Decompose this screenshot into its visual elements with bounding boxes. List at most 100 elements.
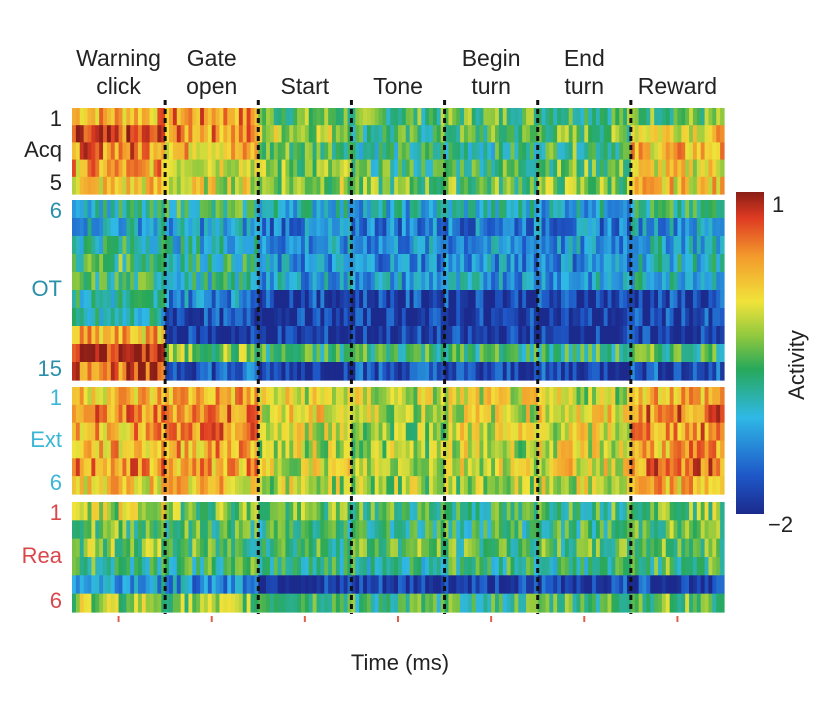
heatmap-cell: [432, 254, 438, 273]
heatmap-cell: [646, 125, 651, 143]
heatmap-cell: [425, 218, 430, 237]
heatmap-cell: [623, 254, 628, 273]
heatmap-cell: [479, 458, 484, 477]
heatmap-cell: [95, 538, 100, 558]
heatmap-cell: [134, 218, 139, 237]
heatmap-cell: [297, 387, 302, 406]
heatmap-cell: [623, 476, 628, 495]
heatmap-cell: [704, 387, 710, 406]
heatmap-cell: [95, 236, 100, 255]
heatmap-cell: [273, 176, 279, 195]
heatmap-cell: [273, 520, 279, 540]
heatmap-cell: [483, 387, 488, 406]
heatmap-cell: [332, 272, 337, 291]
heatmap-cell: [665, 344, 671, 363]
heatmap-cell: [638, 387, 644, 406]
heatmap-cell: [607, 326, 613, 345]
heatmap-cell: [258, 575, 263, 595]
heatmap-cell: [413, 422, 418, 442]
heatmap-cell: [487, 362, 492, 381]
heatmap-cell: [231, 502, 236, 521]
heatmap-cell: [417, 159, 422, 178]
heatmap-cell: [169, 200, 174, 219]
heatmap-cell: [619, 520, 624, 540]
heatmap-cell: [557, 422, 562, 442]
heatmap-cell: [576, 538, 581, 558]
heatmap-cell: [475, 142, 481, 161]
heatmap-cell: [654, 290, 659, 309]
heatmap-cell: [665, 142, 671, 161]
heatmap-cell: [696, 502, 702, 521]
heatmap-cell: [374, 290, 380, 309]
heatmap-cell: [114, 575, 120, 595]
heatmap-cell: [603, 502, 609, 521]
heatmap-cell: [75, 362, 81, 381]
heatmap-cell: [285, 387, 290, 406]
heatmap-cell: [378, 362, 384, 381]
heatmap-cell: [409, 422, 415, 442]
heatmap-cell: [592, 422, 597, 442]
heatmap-cell: [568, 502, 574, 521]
heatmap-cell: [269, 440, 275, 459]
heatmap-cell: [219, 236, 224, 255]
heatmap-cell: [211, 308, 217, 327]
heatmap-cell: [347, 200, 353, 219]
heatmap-cell: [533, 125, 539, 143]
heatmap-cell: [153, 458, 158, 477]
heatmap-cell: [561, 404, 566, 424]
heatmap-cell: [623, 593, 628, 613]
heatmap-cell: [529, 404, 535, 424]
heatmap-cell: [634, 344, 640, 363]
heatmap-cell: [460, 387, 465, 406]
heatmap-cell: [308, 476, 314, 495]
heatmap-cell: [564, 254, 570, 273]
heatmap-cell: [394, 290, 399, 309]
heatmap-cell: [561, 176, 566, 195]
heatmap-cell: [382, 236, 387, 255]
heatmap-cell: [238, 458, 244, 477]
heatmap-cell: [161, 218, 166, 237]
heatmap-cell: [623, 538, 628, 558]
heatmap-cell: [172, 502, 178, 521]
heatmap-cell: [533, 200, 539, 219]
heatmap-cell: [448, 236, 453, 255]
heatmap-cell: [200, 440, 205, 459]
heatmap-cell: [471, 520, 477, 540]
heatmap-cell: [324, 290, 329, 309]
heatmap-cell: [106, 404, 112, 424]
heatmap-cell: [436, 254, 442, 273]
heatmap-cell: [665, 404, 671, 424]
heatmap-cell: [409, 218, 415, 237]
heatmap-cell: [238, 290, 244, 309]
heatmap-cell: [126, 272, 131, 291]
heatmap-cell: [692, 362, 698, 381]
heatmap-cell: [506, 272, 512, 291]
heatmap-cell: [417, 176, 422, 195]
heatmap-cell: [161, 387, 166, 406]
heatmap-cell: [126, 538, 131, 558]
heatmap-cell: [304, 557, 310, 576]
heatmap-cell: [122, 520, 127, 540]
heatmap-cell: [235, 593, 240, 613]
heatmap-cell: [401, 458, 407, 477]
heatmap-cell: [161, 176, 166, 195]
heatmap-cell: [180, 502, 186, 521]
heatmap-cell: [219, 218, 224, 237]
heatmap-cell: [141, 176, 147, 195]
heatmap-cell: [351, 159, 356, 178]
heatmap-cell: [335, 236, 341, 255]
heatmap-cell: [572, 575, 578, 595]
heatmap-cell: [456, 159, 461, 178]
heatmap-cell: [99, 362, 104, 381]
heatmap-cell: [526, 476, 531, 495]
heatmap-cell: [592, 344, 597, 363]
heatmap-cell: [588, 344, 593, 363]
heatmap-cell: [413, 326, 418, 345]
heatmap-cell: [328, 142, 333, 161]
heatmap-cell: [203, 520, 209, 540]
heatmap-cell: [487, 593, 492, 613]
heatmap-cell: [374, 440, 380, 459]
heatmap-cell: [149, 308, 155, 327]
heatmap-cell: [114, 108, 120, 126]
heatmap-cell: [200, 108, 205, 126]
